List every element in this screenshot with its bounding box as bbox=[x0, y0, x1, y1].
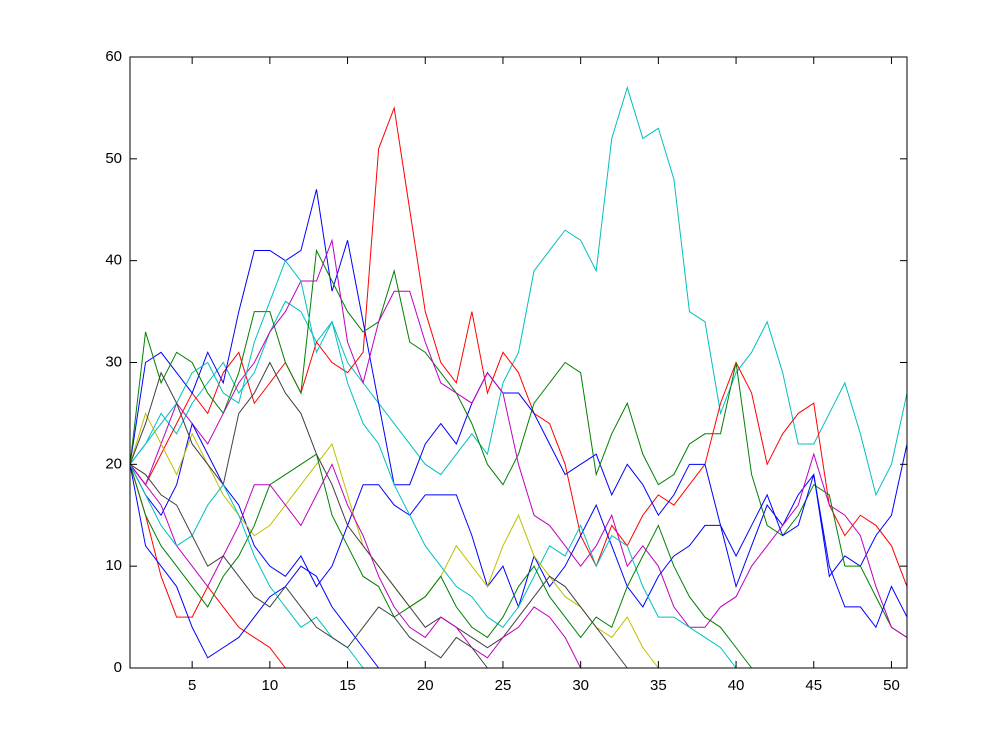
x-tick-label: 45 bbox=[805, 677, 822, 694]
y-tick-label: 30 bbox=[105, 353, 122, 370]
series-line bbox=[129, 238, 908, 638]
y-tick-label: 10 bbox=[105, 557, 122, 574]
x-tick-label: 15 bbox=[339, 677, 356, 694]
x-tick-label: 35 bbox=[650, 677, 667, 694]
series-line bbox=[129, 85, 908, 497]
series-line bbox=[129, 463, 488, 669]
x-tick-label: 5 bbox=[188, 677, 196, 694]
series-line bbox=[129, 464, 380, 669]
x-tick-label: 40 bbox=[728, 677, 745, 694]
series-line bbox=[129, 189, 908, 589]
x-tick-label: 25 bbox=[495, 677, 512, 694]
plot-area bbox=[129, 56, 908, 669]
y-tick-label: 40 bbox=[105, 252, 122, 269]
series-line bbox=[129, 464, 364, 669]
series-line bbox=[129, 105, 908, 587]
y-tick-label: 60 bbox=[105, 48, 122, 65]
series-line bbox=[129, 259, 737, 669]
x-tick-label: 50 bbox=[883, 677, 900, 694]
series-line bbox=[129, 463, 582, 669]
y-tick-label: 0 bbox=[114, 659, 122, 676]
x-tick-label: 20 bbox=[417, 677, 434, 694]
x-tick-label: 10 bbox=[262, 677, 279, 694]
x-tick-label: 30 bbox=[572, 677, 589, 694]
series-line bbox=[129, 361, 628, 669]
series-line bbox=[129, 453, 752, 669]
y-tick-label: 50 bbox=[105, 150, 122, 167]
y-tick-label: 20 bbox=[105, 455, 122, 472]
